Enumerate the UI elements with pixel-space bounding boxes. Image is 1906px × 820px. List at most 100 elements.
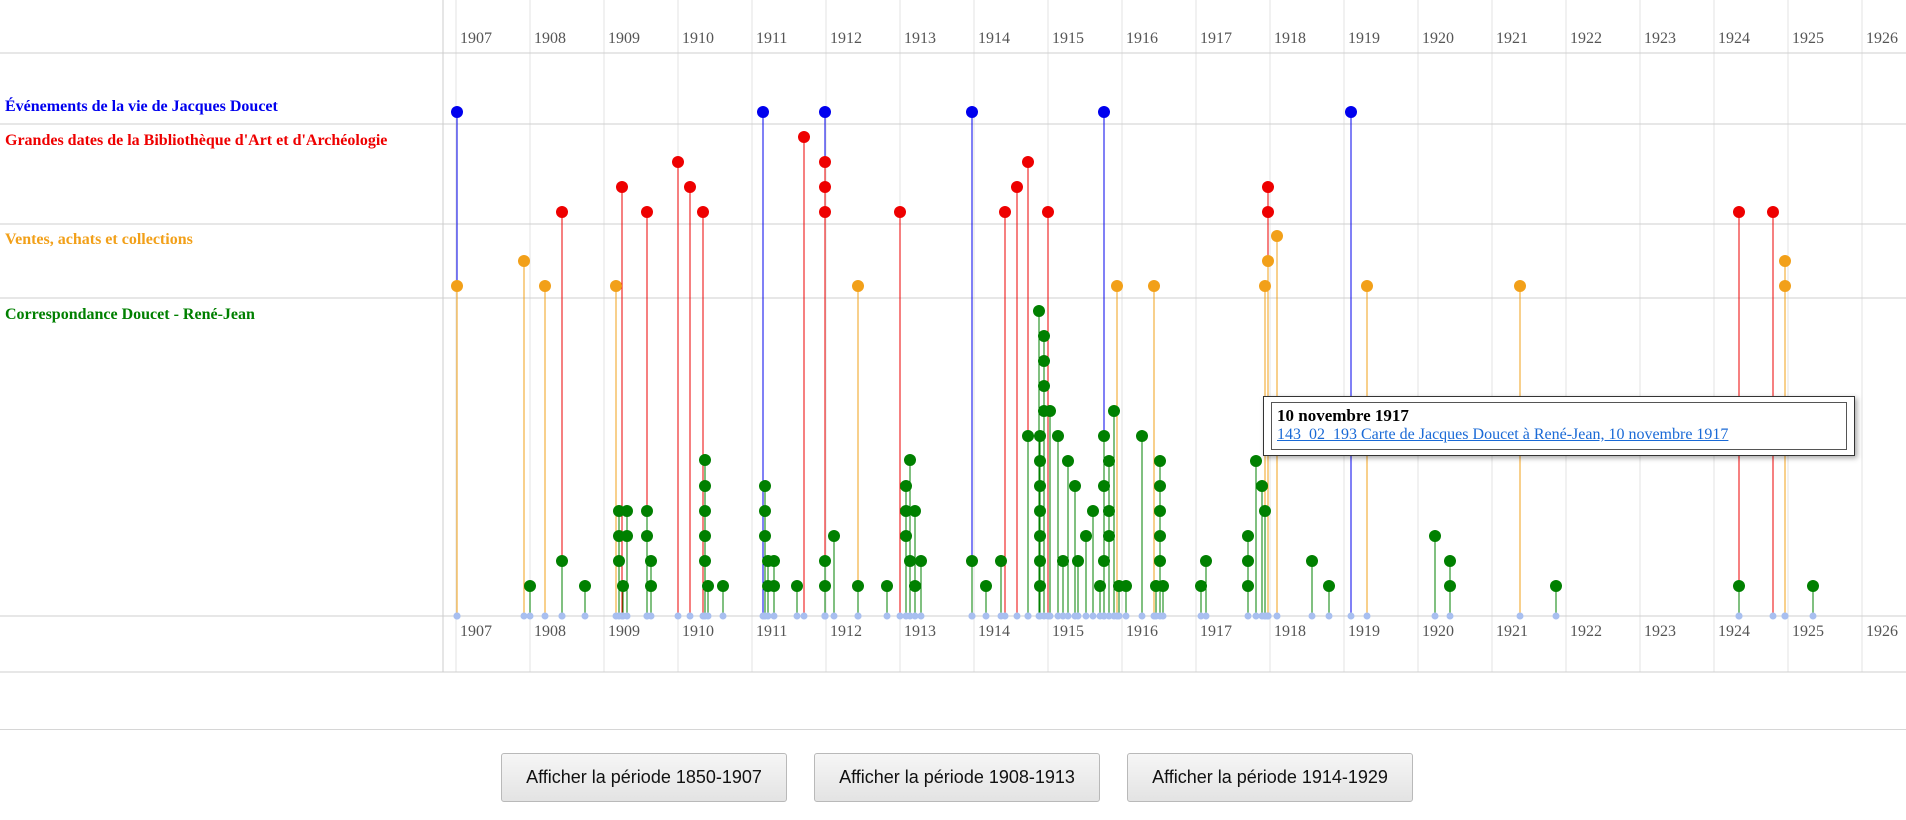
event-correspondance-axis-marker — [1244, 612, 1252, 620]
event-correspondance-axis-marker — [793, 612, 801, 620]
event-correspondance — [613, 555, 625, 567]
event-correspondance — [699, 555, 711, 567]
event-correspondance — [1080, 530, 1092, 542]
period-1850-1907-button[interactable]: Afficher la période 1850-1907 — [501, 753, 787, 802]
event-correspondance — [1136, 430, 1148, 442]
year-label-top: 1920 — [1422, 30, 1454, 47]
event-correspondance-axis-marker — [1064, 612, 1072, 620]
event-correspondance — [852, 580, 864, 592]
year-label-bottom: 1915 — [1052, 623, 1084, 640]
year-label-top: 1913 — [904, 30, 936, 47]
event-correspondance-axis-marker — [581, 612, 589, 620]
year-label-bottom: 1922 — [1570, 623, 1602, 640]
event-correspondance — [1306, 555, 1318, 567]
year-label-bottom: 1924 — [1718, 623, 1750, 640]
event-correspondance-axis-marker — [647, 612, 655, 620]
event-correspondance — [1072, 555, 1084, 567]
event-ventes — [1148, 280, 1160, 292]
event-correspondance — [1154, 530, 1166, 542]
event-correspondance — [1034, 530, 1046, 542]
event-correspondance — [699, 530, 711, 542]
event-correspondance — [759, 480, 771, 492]
event-correspondance — [1807, 580, 1819, 592]
event-correspondance — [1444, 580, 1456, 592]
event-correspondance-axis-marker — [704, 612, 712, 620]
tooltip-title: 10 novembre 1917 — [1277, 406, 1409, 425]
event-correspondance-axis-marker — [821, 612, 829, 620]
event-correspondance-axis-marker — [917, 612, 925, 620]
event-bibliotheque-axis-marker — [674, 612, 682, 620]
event-correspondance — [1242, 555, 1254, 567]
band-label-correspondance: Correspondance Doucet - René-Jean — [5, 306, 255, 323]
event-bibliotheque — [894, 206, 906, 218]
year-label-bottom: 1914 — [978, 623, 1010, 640]
year-label-top: 1921 — [1496, 30, 1528, 47]
event-correspondance-axis-marker — [911, 612, 919, 620]
band-label-bibliotheque: Grandes dates de la Bibliothèque d'Art e… — [5, 132, 388, 149]
event-correspondance — [1195, 580, 1207, 592]
event-correspondance — [1200, 555, 1212, 567]
event-correspondance-axis-marker — [1046, 612, 1054, 620]
year-label-bottom: 1911 — [756, 623, 787, 640]
event-bibliotheque-axis-marker — [896, 612, 904, 620]
event-bibliotheque — [1022, 156, 1034, 168]
event-bibliotheque — [672, 156, 684, 168]
event-correspondance — [759, 530, 771, 542]
year-label-bottom: 1923 — [1644, 623, 1676, 640]
event-correspondance — [1038, 380, 1050, 392]
tooltip-document-link[interactable]: 143_02_193 Carte de Jacques Doucet à Ren… — [1277, 426, 1729, 443]
event-correspondance — [1057, 555, 1069, 567]
event-bibliotheque — [641, 206, 653, 218]
event-correspondance — [966, 555, 978, 567]
event-correspondance — [900, 505, 912, 517]
band-label-ventes: Ventes, achats et collections — [5, 231, 193, 248]
event-vie-axis-marker — [1347, 612, 1355, 620]
event-correspondance — [768, 555, 780, 567]
event-ventes — [1259, 280, 1271, 292]
period-1908-1913-button[interactable]: Afficher la période 1908-1913 — [814, 753, 1100, 802]
event-correspondance — [1157, 580, 1169, 592]
event-vie — [757, 106, 769, 118]
event-correspondance — [556, 555, 568, 567]
year-label-bottom: 1919 — [1348, 623, 1380, 640]
divider — [0, 729, 1906, 730]
event-ventes — [1271, 230, 1283, 242]
event-bibliotheque — [819, 156, 831, 168]
event-correspondance-axis-marker — [906, 612, 914, 620]
event-correspondance-axis-marker — [719, 612, 727, 620]
event-vie — [966, 106, 978, 118]
event-correspondance-axis-marker — [764, 612, 772, 620]
event-correspondance — [1154, 480, 1166, 492]
event-ventes — [610, 280, 622, 292]
event-correspondance — [1550, 580, 1562, 592]
event-correspondance-axis-marker — [1197, 612, 1205, 620]
event-correspondance — [904, 454, 916, 466]
event-ventes — [852, 280, 864, 292]
event-bibliotheque — [556, 206, 568, 218]
event-correspondance — [621, 505, 633, 517]
event-correspondance — [1242, 530, 1254, 542]
event-ventes — [1262, 255, 1274, 267]
event-bibliotheque — [1042, 206, 1054, 218]
timeline-chart[interactable]: 1907 1907 1908 1908 1909 1909 1910 1910 1911 1911… — [0, 0, 1906, 680]
year-label-bottom: 1907 — [460, 623, 492, 640]
year-label-top: 1910 — [682, 30, 714, 47]
event-bibliotheque — [1262, 181, 1274, 193]
event-correspondance — [1034, 430, 1046, 442]
period-1914-1929-button[interactable]: Afficher la période 1914-1929 — [1127, 753, 1413, 802]
event-correspondance — [980, 580, 992, 592]
event-correspondance — [524, 580, 536, 592]
event-correspondance — [1022, 430, 1034, 442]
year-label-top: 1926 — [1866, 30, 1898, 47]
event-correspondance — [995, 555, 1007, 567]
event-correspondance — [1098, 430, 1110, 442]
event-ventes-axis-marker — [1363, 612, 1371, 620]
event-correspondance — [1034, 555, 1046, 567]
event-bibliotheque-axis-marker — [686, 612, 694, 620]
event-correspondance-axis-marker — [1252, 612, 1260, 620]
event-ventes-axis-marker — [541, 612, 549, 620]
event-correspondance — [617, 580, 629, 592]
event-ventes-axis-marker — [1781, 612, 1789, 620]
event-ventes — [1779, 255, 1791, 267]
year-label-top: 1915 — [1052, 30, 1084, 47]
